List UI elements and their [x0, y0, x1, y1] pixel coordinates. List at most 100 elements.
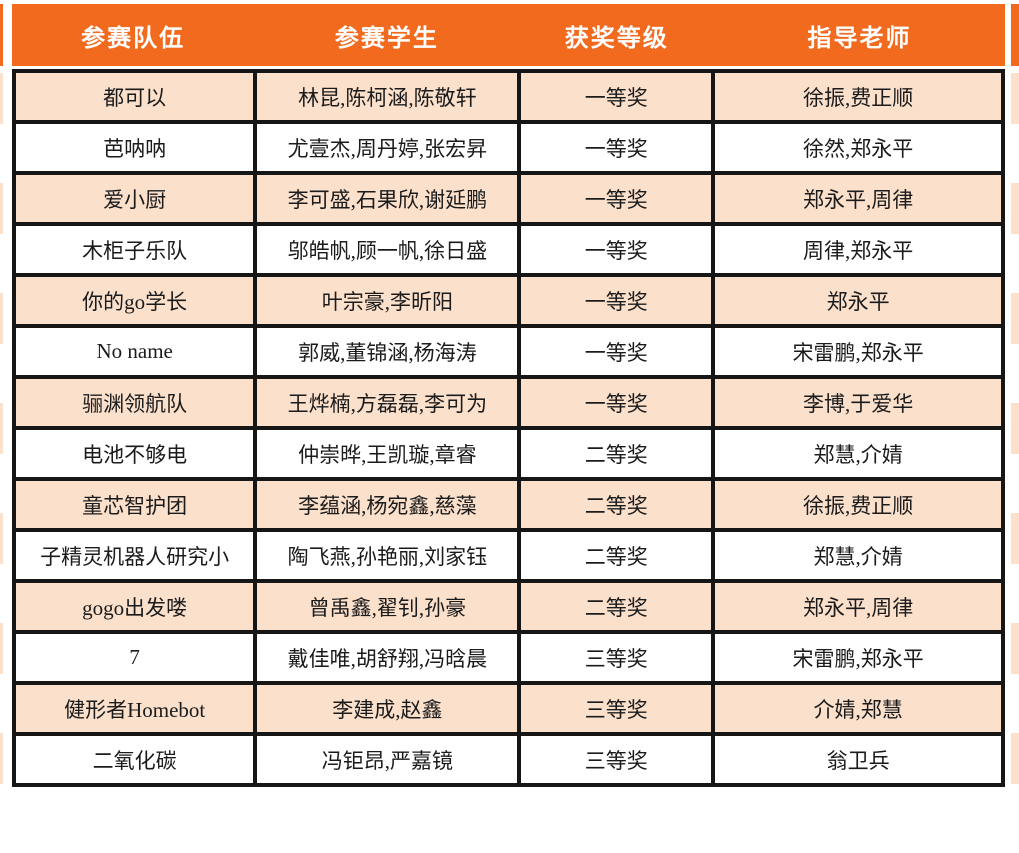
- table-row: 你的go学长 叶宗豪,李昕阳 一等奖 郑永平: [11, 273, 1005, 328]
- sliver-segment: [0, 348, 3, 399]
- cell-team: 你的go学长: [11, 273, 258, 328]
- table-row: No name 郭威,董锦涵,杨海涛 一等奖 宋雷鹏,郑永平: [11, 324, 1005, 379]
- cell-award: 一等奖: [517, 273, 716, 328]
- cell-teachers: 介婧,郑慧: [711, 681, 1005, 736]
- cell-students: 戴佳唯,胡舒翔,冯晗晨: [253, 630, 522, 685]
- sliver-segment: [1011, 234, 1019, 238]
- table-row: 童芯智护团 李蕴涵,杨宛鑫,慈藻 二等奖 徐振,费正顺: [11, 477, 1005, 532]
- sliver-segment: [0, 513, 3, 564]
- sliver-segment: [0, 619, 3, 623]
- cell-award: 一等奖: [517, 171, 716, 226]
- cell-team: 7: [11, 630, 258, 685]
- cell-teachers: 宋雷鹏,郑永平: [711, 324, 1005, 379]
- cell-teachers: 徐振,费正顺: [711, 69, 1005, 124]
- table-row: 健形者Homebot 李建成,赵鑫 三等奖 介婧,郑慧: [11, 681, 1005, 736]
- cell-students: 王烨楠,方磊磊,李可为: [253, 375, 522, 430]
- sliver-segment: [1011, 674, 1019, 678]
- table-row: 都可以 林昆,陈柯涵,陈敬轩 一等奖 徐振,费正顺: [11, 69, 1005, 124]
- sliver-segment: [0, 234, 3, 238]
- awards-table: 参赛队伍 参赛学生 获奖等级 指导老师 都可以 林昆,陈柯涵,陈敬轩 一等奖 徐振,费…: [11, 4, 1005, 787]
- sliver-segment: [0, 289, 3, 293]
- cell-team: 电池不够电: [11, 426, 258, 481]
- sliver-segment: [1011, 729, 1019, 733]
- cell-teachers: 徐然,郑永平: [711, 120, 1005, 175]
- header-gap: [12, 66, 1005, 69]
- sliver-segment: [1011, 183, 1019, 234]
- sliver-segment: [1011, 69, 1019, 73]
- sliver-segment: [1011, 678, 1019, 729]
- sliver-segment: [0, 458, 3, 509]
- sliver-segment: [1011, 128, 1019, 179]
- sliver-segment: [0, 66, 3, 69]
- cell-students: 冯钜昂,严嘉镜: [253, 732, 522, 787]
- sliver-segment: [0, 128, 3, 179]
- cell-award: 一等奖: [517, 324, 716, 379]
- cell-students: 邬皓帆,顾一帆,徐日盛: [253, 222, 522, 277]
- sliver-segment: [0, 238, 3, 289]
- sliver-segment: [1011, 458, 1019, 509]
- cell-students: 尤壹杰,周丹婷,张宏昇: [253, 120, 522, 175]
- sliver-segment: [0, 69, 3, 73]
- sliver-segment: [0, 183, 3, 234]
- sliver-segment: [0, 454, 3, 458]
- cell-teachers: 宋雷鹏,郑永平: [711, 630, 1005, 685]
- sliver-segment: [1011, 513, 1019, 564]
- sliver-segment: [0, 4, 3, 66]
- sliver-segment: [0, 788, 3, 839]
- table-row: 骊渊领航队 王烨楠,方磊磊,李可为 一等奖 李博,于爱华: [11, 375, 1005, 430]
- sliver-segment: [0, 784, 3, 788]
- cell-team: 都可以: [11, 69, 258, 124]
- table-row: 木柜子乐队 邬皓帆,顾一帆,徐日盛 一等奖 周律,郑永平: [11, 222, 1005, 277]
- cell-team: 童芯智护团: [11, 477, 258, 532]
- sliver-segment: [0, 124, 3, 128]
- sliver-segment: [1011, 784, 1019, 788]
- sliver-segment: [1011, 733, 1019, 784]
- sliver-segment: [1011, 568, 1019, 619]
- cell-teachers: 徐振,费正顺: [711, 477, 1005, 532]
- sliver-segment: [0, 179, 3, 183]
- cell-team: 二氧化碳: [11, 732, 258, 787]
- cell-students: 林昆,陈柯涵,陈敬轩: [253, 69, 522, 124]
- sliver-segment: [0, 509, 3, 513]
- cell-students: 李可盛,石果欣,谢延鹏: [253, 171, 522, 226]
- cropped-right-column-sliver: [1011, 0, 1019, 853]
- cell-award: 二等奖: [517, 528, 716, 583]
- sliver-segment: [0, 568, 3, 619]
- cell-award: 一等奖: [517, 375, 716, 430]
- cell-award: 一等奖: [517, 69, 716, 124]
- sliver-segment: [1011, 348, 1019, 399]
- cell-teachers: 郑慧,介婧: [711, 426, 1005, 481]
- table-header-row: 参赛队伍 参赛学生 获奖等级 指导老师: [12, 4, 1005, 66]
- cell-award: 三等奖: [517, 732, 716, 787]
- sliver-segment: [1011, 124, 1019, 128]
- table-row: gogo出发喽 曾禹鑫,翟钊,孙豪 二等奖 郑永平,周律: [11, 579, 1005, 634]
- cell-award: 三等奖: [517, 630, 716, 685]
- cell-teachers: 郑永平: [711, 273, 1005, 328]
- cell-students: 郭威,董锦涵,杨海涛: [253, 324, 522, 379]
- results-table: 都可以 林昆,陈柯涵,陈敬轩 一等奖 徐振,费正顺 芭呐呐 尤壹杰,周丹婷,张宏昇 一等奖徐…: [11, 69, 1005, 787]
- cell-teachers: 郑慧,介婧: [711, 528, 1005, 583]
- cell-team: No name: [11, 324, 258, 379]
- cell-award: 二等奖: [517, 579, 716, 634]
- cell-team: 木柜子乐队: [11, 222, 258, 277]
- table-row: 爱小厨 李可盛,石果欣,谢延鹏 一等奖 郑永平,周律: [11, 171, 1005, 226]
- sliver-segment: [0, 733, 3, 784]
- sliver-segment: [0, 344, 3, 348]
- sliver-segment: [1011, 788, 1019, 839]
- sliver-segment: [1011, 509, 1019, 513]
- sliver-segment: [0, 678, 3, 729]
- sliver-segment: [1011, 399, 1019, 403]
- sliver-segment: [1011, 293, 1019, 344]
- header-award: 获奖等级: [564, 24, 669, 52]
- sliver-segment: [1011, 623, 1019, 674]
- cell-teachers: 郑永平,周律: [711, 579, 1005, 634]
- cell-award: 一等奖: [517, 120, 716, 175]
- cell-team: 骊渊领航队: [11, 375, 258, 430]
- cell-students: 仲崇晔,王凯璇,章睿: [253, 426, 522, 481]
- sliver-segment: [0, 73, 3, 124]
- sliver-segment: [0, 729, 3, 733]
- sliver-segment: [0, 564, 3, 568]
- cell-students: 李建成,赵鑫: [253, 681, 522, 736]
- cell-students: 叶宗豪,李昕阳: [253, 273, 522, 328]
- cell-teachers: 李博,于爱华: [711, 375, 1005, 430]
